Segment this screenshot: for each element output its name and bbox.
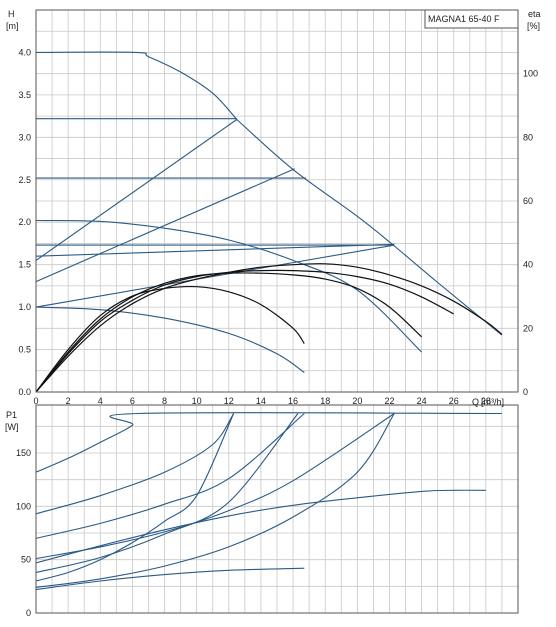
x-tick-label: 18 (320, 396, 330, 406)
head-curve (35, 306, 305, 373)
x-tick-label: 14 (256, 396, 266, 406)
model-label: MAGNA1 65-40 F (428, 14, 500, 24)
head-tick-label: 4.0 (18, 47, 31, 57)
power-axis-unit: [W] (5, 422, 19, 432)
eta-tick-label: 80 (523, 132, 533, 142)
head-tick-label: 0.0 (18, 387, 31, 397)
x-tick-label: 16 (288, 396, 298, 406)
flow-axis-unit: [m³/h] (481, 397, 504, 407)
x-tick-label: 2 (66, 396, 71, 406)
head-axis-unit: [m] (6, 21, 19, 31)
x-tick-label: 20 (352, 396, 362, 406)
head-tick-label: 0.5 (18, 345, 31, 355)
x-tick-label: 4 (98, 396, 103, 406)
efficiency-curve (35, 272, 423, 393)
head-curve (35, 168, 295, 283)
power-curve (35, 413, 235, 582)
head-tick-label: 3.0 (18, 132, 31, 142)
x-tick-label: 12 (224, 396, 234, 406)
eta-axis-label: eta (528, 9, 541, 19)
head-curve (236, 119, 503, 336)
x-tick-label: 24 (417, 396, 427, 406)
eta-tick-label: 20 (523, 323, 533, 333)
power-tick-label: 100 (16, 501, 31, 511)
head-tick-label: 2.0 (18, 217, 31, 227)
eta-tick-label: 60 (523, 196, 533, 206)
head-curve (35, 244, 395, 308)
power-plot-frame (35, 404, 519, 614)
head-axis-label: H (8, 9, 15, 19)
power-curve (35, 489, 486, 564)
power-tick-labels: 0 50 100 150 (16, 448, 31, 618)
power-curve (35, 567, 305, 591)
head-tick-label: 3.5 (18, 90, 31, 100)
eta-tick-label: 0 (523, 387, 528, 397)
x-tick-label: 0 (33, 396, 38, 406)
head-series (35, 51, 503, 393)
flow-axis-label: Q (472, 397, 479, 407)
power-curve (35, 413, 299, 574)
power-curve (35, 413, 235, 515)
power-tick-label: 150 (16, 448, 31, 458)
x-tick-label: 26 (449, 396, 459, 406)
power-tick-label: 50 (21, 555, 31, 565)
head-tick-labels: 0 2 4 6 8 10 12 14 16 18 20 22 24 26 280.00.51.01.52.0… (18, 47, 538, 406)
eta-axis-unit: [%] (527, 21, 540, 31)
power-curve (35, 413, 395, 560)
efficiency-curve (35, 263, 503, 393)
power-curve (35, 413, 395, 588)
efficiency-curve (35, 285, 305, 393)
head-grid (35, 9, 519, 393)
efficiency-curve (35, 269, 454, 393)
x-tick-label: 22 (384, 396, 394, 406)
head-tick-label: 2.5 (18, 175, 31, 185)
head-plot-frame (35, 9, 519, 393)
power-curve (35, 413, 305, 539)
x-tick-label: 28 (481, 396, 491, 406)
head-tick-label: 1.0 (18, 302, 31, 312)
x-tick-label: 8 (162, 396, 167, 406)
x-tick-label: 6 (130, 396, 135, 406)
head-tick-label: 1.5 (18, 260, 31, 270)
head-curve (35, 51, 238, 120)
power-series (35, 412, 502, 591)
model-label-box (424, 9, 519, 29)
eta-tick-label: 40 (523, 260, 533, 270)
head-curve (35, 219, 422, 353)
x-tick-label: 10 (192, 396, 202, 406)
eta-tick-label: 100 (523, 69, 538, 79)
power-axis-label: P1 (6, 410, 17, 420)
head-curve (35, 243, 395, 257)
power-curve (35, 412, 502, 473)
power-tick-label: 0 (26, 608, 31, 618)
head-curve (35, 119, 238, 261)
power-grid (35, 405, 519, 614)
